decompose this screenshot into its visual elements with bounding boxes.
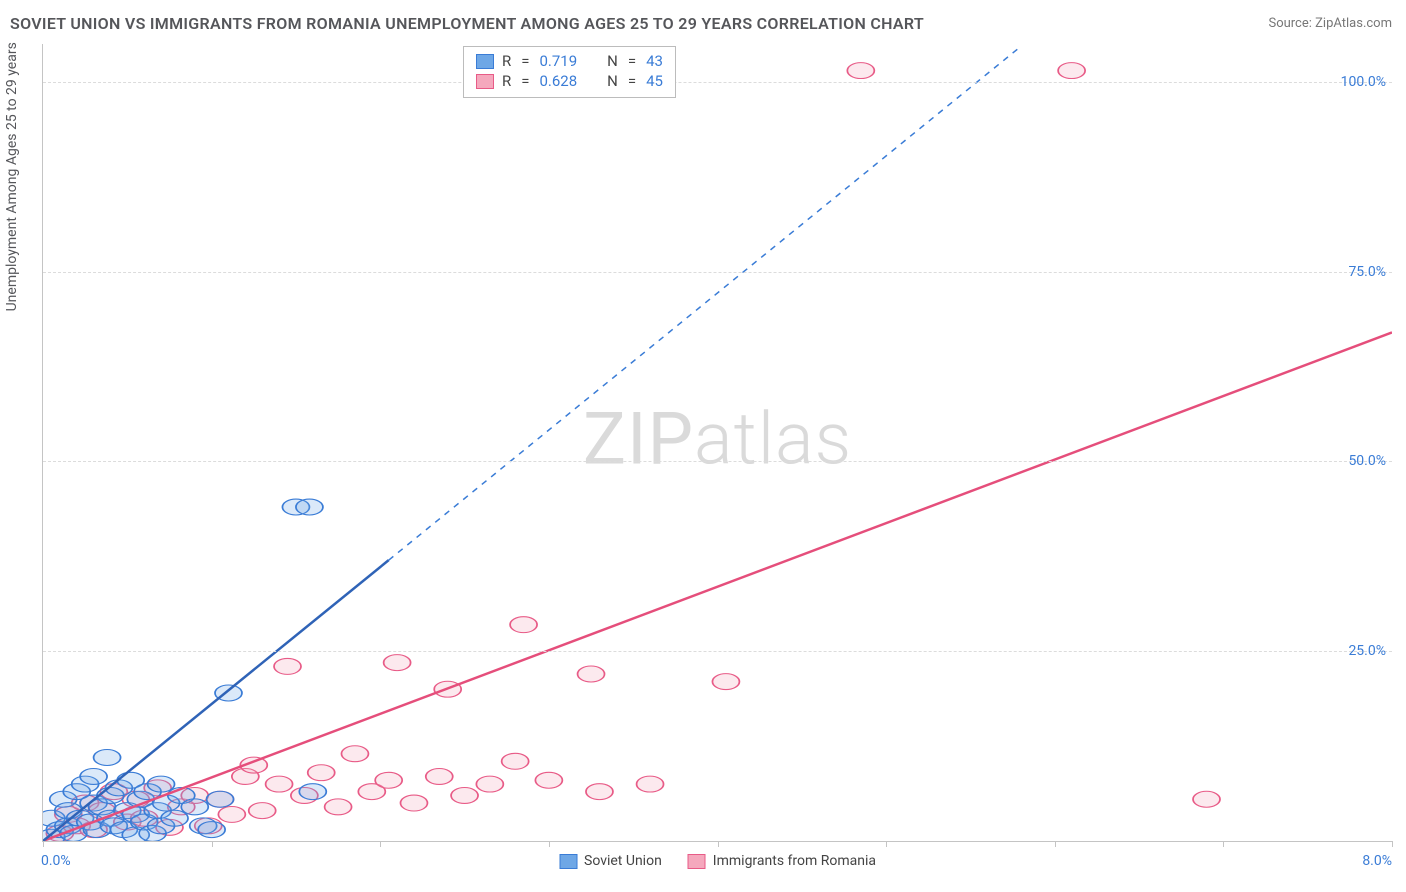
n-label: N [607, 72, 618, 90]
gridline [43, 461, 1392, 462]
swatch-soviet [476, 54, 494, 69]
eq-icon: = [628, 52, 636, 70]
bottom-legend: Soviet Union Immigrants from Romania [559, 853, 876, 869]
x-tick-mark [380, 841, 381, 847]
x-origin-label: 0.0% [41, 853, 71, 869]
legend-item-soviet: Soviet Union [559, 853, 662, 869]
x-tick-mark [549, 841, 550, 847]
swatch-romania [688, 854, 706, 869]
plot-area: ZIPatlas 0.0% 8.0% R = 0.719 N = 43 R = … [42, 44, 1392, 842]
r-value-soviet: 0.719 [539, 52, 577, 70]
x-tick-mark [1392, 841, 1393, 847]
x-tick-mark [886, 841, 887, 847]
legend-item-romania: Immigrants from Romania [688, 853, 876, 869]
y-tick-label: 75.0% [1348, 264, 1386, 280]
eq-icon: = [521, 52, 529, 70]
r-value-romania: 0.628 [539, 72, 577, 90]
swatch-romania [476, 74, 494, 89]
source-attribution: Source: ZipAtlas.com [1268, 16, 1392, 31]
eq-icon: = [628, 72, 636, 90]
n-value-romania: 45 [646, 72, 663, 90]
y-tick-label: 25.0% [1348, 643, 1386, 659]
x-tick-mark [212, 841, 213, 847]
gridline [43, 651, 1392, 652]
gridline [43, 82, 1392, 83]
eq-icon: = [521, 72, 529, 90]
x-tick-mark [1055, 841, 1056, 847]
r-label: R [502, 72, 511, 90]
x-tick-mark [43, 841, 44, 847]
r-label: R [502, 52, 511, 70]
stats-row-soviet: R = 0.719 N = 43 [476, 51, 663, 71]
n-value-soviet: 43 [646, 52, 663, 70]
gridline [43, 272, 1392, 273]
x-tick-mark [718, 841, 719, 847]
x-max-label: 8.0% [1362, 853, 1392, 869]
y-tick-label: 50.0% [1348, 453, 1386, 469]
stats-row-romania: R = 0.628 N = 45 [476, 71, 663, 91]
x-tick-mark [1223, 841, 1224, 847]
swatch-soviet [559, 854, 577, 869]
y-axis-label: Unemployment Among Ages 25 to 29 years [4, 42, 20, 311]
correlation-stats-box: R = 0.719 N = 43 R = 0.628 N = 45 [463, 46, 676, 98]
legend-label-soviet: Soviet Union [584, 853, 662, 869]
y-tick-label: 100.0% [1341, 74, 1386, 90]
legend-label-romania: Immigrants from Romania [713, 853, 876, 869]
n-label: N [607, 52, 618, 70]
scatter-svg [43, 44, 1392, 841]
chart-title: SOVIET UNION VS IMMIGRANTS FROM ROMANIA … [10, 14, 924, 33]
